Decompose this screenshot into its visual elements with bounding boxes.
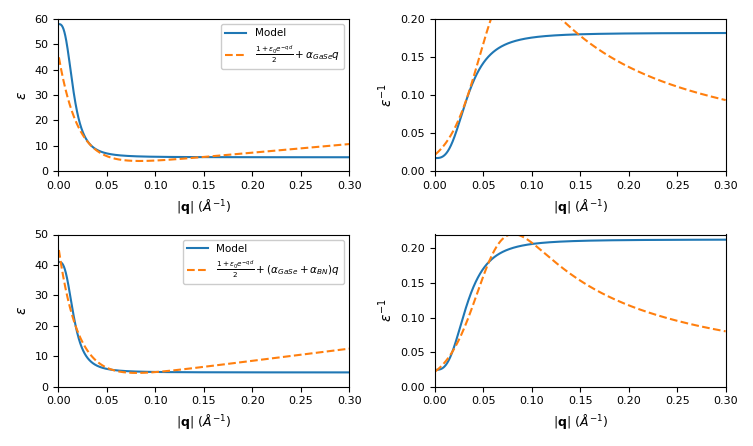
X-axis label: $|\mathbf{q}|$ $({\AA}^{-1})$: $|\mathbf{q}|$ $({\AA}^{-1})$ xyxy=(176,412,231,431)
Y-axis label: $\varepsilon$: $\varepsilon$ xyxy=(15,91,29,99)
Y-axis label: $\varepsilon^{-1}$: $\varepsilon^{-1}$ xyxy=(376,299,395,322)
X-axis label: $|\mathbf{q}|$ $({\AA}^{-1})$: $|\mathbf{q}|$ $({\AA}^{-1})$ xyxy=(176,197,231,215)
Legend: Model, $\frac{1+\varepsilon_0 e^{-qd}}{2} + \alpha_{GaSe}q$: Model, $\frac{1+\varepsilon_0 e^{-qd}}{2… xyxy=(221,24,344,69)
Y-axis label: $\varepsilon^{-1}$: $\varepsilon^{-1}$ xyxy=(376,83,395,107)
X-axis label: $|\mathbf{q}|$ $({\AA}^{-1})$: $|\mathbf{q}|$ $({\AA}^{-1})$ xyxy=(553,412,608,431)
Legend: Model, $\frac{1+\varepsilon_0 e^{-qd}}{2} + (\alpha_{GaSe}+\alpha_{BN})q$: Model, $\frac{1+\varepsilon_0 e^{-qd}}{2… xyxy=(183,240,344,285)
X-axis label: $|\mathbf{q}|$ $({\AA}^{-1})$: $|\mathbf{q}|$ $({\AA}^{-1})$ xyxy=(553,197,608,215)
Y-axis label: $\varepsilon$: $\varepsilon$ xyxy=(15,306,29,315)
